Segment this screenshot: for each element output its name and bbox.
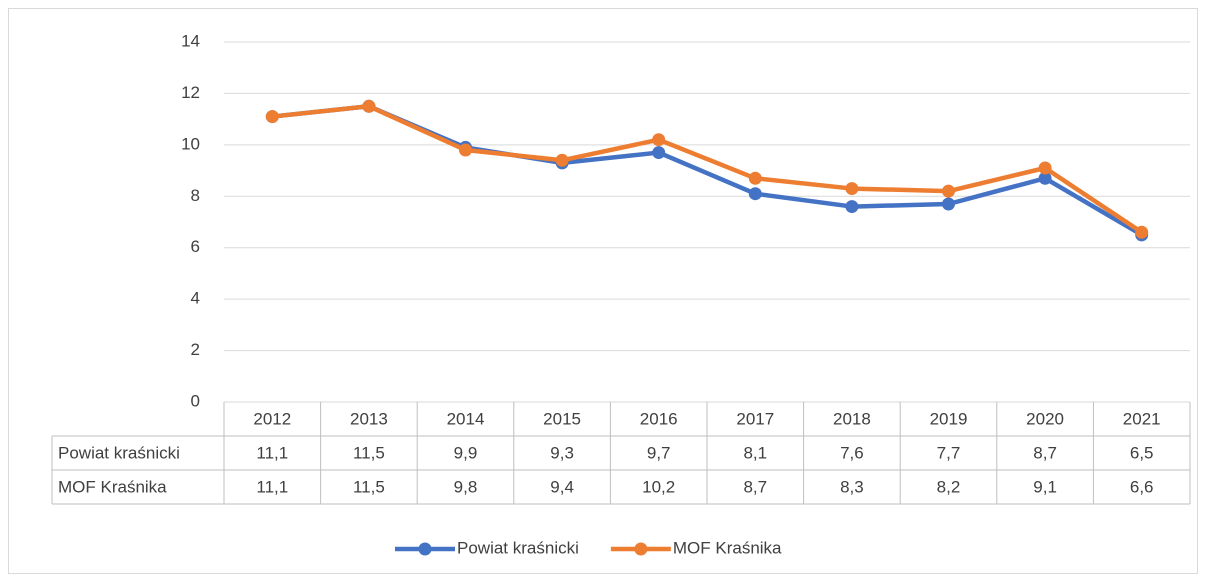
x-tick-label: 2021	[1123, 409, 1161, 428]
table-cell: 9,7	[647, 443, 671, 462]
point	[459, 143, 472, 157]
point	[748, 187, 762, 201]
table-cell: 9,3	[550, 443, 574, 462]
y-tick-label: 0	[191, 391, 200, 410]
table-cell: 6,5	[1130, 443, 1154, 462]
x-tick-label: 2018	[833, 409, 871, 428]
x-tick-label: 2013	[350, 409, 388, 428]
table-cell: 8,7	[1033, 443, 1057, 462]
y-tick-label: 12	[181, 83, 200, 102]
point	[748, 171, 762, 185]
y-tick-label: 2	[191, 340, 200, 359]
point	[942, 184, 955, 198]
table-cell: 8,2	[937, 477, 961, 496]
table-cell: 7,7	[937, 443, 961, 462]
point	[1038, 161, 1052, 175]
point	[1038, 171, 1052, 185]
x-tick-label: 2014	[447, 409, 485, 428]
point	[845, 182, 859, 196]
x-tick-label: 2012	[253, 409, 291, 428]
chart-border	[8, 8, 1198, 574]
legend-label: Powiat kraśnicki	[457, 538, 579, 557]
table-cell: 9,8	[454, 477, 478, 496]
point	[652, 133, 666, 147]
x-tick-label: 2017	[736, 409, 774, 428]
point	[265, 110, 279, 124]
legend-marker	[418, 542, 432, 556]
legend-label: MOF Kraśnika	[673, 538, 782, 557]
series-line	[272, 104, 1143, 235]
y-tick-label: 8	[191, 186, 200, 205]
table-cell: 11,1	[256, 443, 288, 462]
point	[845, 200, 859, 214]
table-cell: 7,6	[840, 443, 864, 462]
x-tick-label: 2016	[640, 409, 678, 428]
table-cell: 11,5	[353, 443, 385, 462]
y-tick-label: 14	[181, 31, 200, 50]
table-cell: 6,6	[1130, 477, 1154, 496]
x-tick-label: 2020	[1026, 409, 1064, 428]
point	[942, 197, 955, 211]
table-cell: 10,2	[642, 477, 675, 496]
table-cell: 8,7	[743, 477, 767, 496]
point	[555, 153, 569, 167]
y-tick-label: 4	[191, 289, 200, 308]
table-cell: 8,1	[743, 443, 767, 462]
x-tick-label: 2015	[543, 409, 581, 428]
y-tick-label: 10	[181, 134, 200, 153]
table-cell: 11,1	[256, 477, 288, 496]
table-cell: 9,4	[550, 477, 574, 496]
point	[362, 99, 376, 113]
y-tick-label: 6	[191, 237, 200, 256]
point	[1135, 225, 1149, 239]
table-cell: 9,1	[1033, 477, 1057, 496]
x-tick-label: 2019	[930, 409, 968, 428]
table-cell: 9,9	[454, 443, 478, 462]
point	[652, 146, 666, 160]
table-row-header: Powiat kraśnicki	[58, 443, 180, 462]
table-cell: 11,5	[353, 477, 385, 496]
legend-marker	[634, 542, 648, 556]
table-row-header: MOF Kraśnika	[58, 477, 167, 496]
table-cell: 8,3	[840, 477, 864, 496]
